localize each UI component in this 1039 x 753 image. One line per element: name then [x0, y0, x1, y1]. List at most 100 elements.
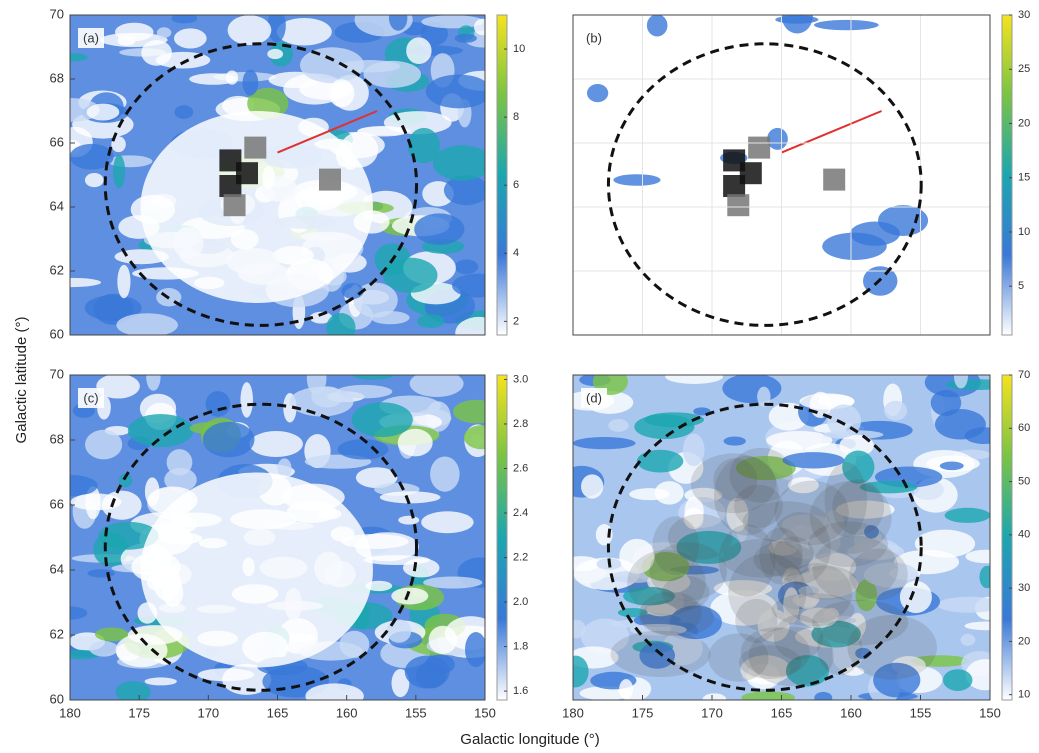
colorbar-tick-label: 50	[1018, 475, 1030, 487]
texture	[146, 363, 160, 390]
texture	[823, 169, 845, 191]
texture	[414, 213, 464, 245]
texture	[703, 693, 726, 704]
texture	[421, 511, 473, 533]
x-tick-label: 165	[771, 705, 793, 720]
panel-label: (d)	[586, 390, 602, 405]
texture	[884, 401, 907, 421]
texture	[814, 692, 832, 704]
texture	[117, 265, 130, 299]
colorbar-tick-label: 40	[1018, 529, 1030, 541]
texture	[940, 462, 964, 471]
texture	[708, 633, 768, 681]
colorbar-tick-label: 60	[1018, 422, 1030, 434]
texture	[748, 137, 770, 159]
texture	[174, 105, 193, 119]
texture	[426, 74, 492, 108]
texture	[406, 37, 431, 64]
texture	[267, 49, 283, 59]
y-tick-label: 68	[50, 431, 64, 446]
texture	[141, 473, 373, 668]
panel-label: (c)	[83, 390, 98, 405]
x-tick-label: 175	[128, 705, 150, 720]
texture	[847, 615, 937, 680]
texture	[613, 174, 660, 186]
texture	[683, 434, 705, 467]
colorbar	[1002, 15, 1012, 335]
y-tick-label: 70	[50, 366, 64, 381]
y-tick-label: 64	[50, 198, 64, 213]
texture	[87, 569, 115, 577]
texture	[198, 668, 255, 681]
texture	[979, 566, 994, 588]
texture	[647, 14, 668, 36]
texture	[722, 373, 781, 403]
texture	[810, 392, 832, 418]
texture	[244, 137, 266, 159]
texture	[464, 425, 501, 449]
colorbar-tick-label: 10	[1018, 689, 1030, 701]
texture	[619, 679, 633, 700]
texture	[581, 474, 603, 498]
y-tick-label: 60	[50, 326, 64, 341]
colorbar-tick-label: 2.8	[513, 418, 528, 430]
x-axis-label: Galactic longitude (°)	[460, 731, 599, 748]
texture	[573, 437, 636, 449]
texture	[723, 175, 745, 197]
x-tick-label: 170	[701, 705, 723, 720]
texture	[167, 449, 193, 475]
texture	[452, 274, 502, 298]
panel-label: (b)	[586, 30, 602, 45]
texture	[219, 175, 241, 197]
x-tick-label: 155	[910, 705, 932, 720]
x-tick-label: 150	[979, 705, 1001, 720]
texture	[398, 429, 433, 457]
texture	[115, 23, 154, 42]
texture	[336, 385, 392, 399]
texture	[403, 558, 440, 577]
texture	[637, 450, 684, 473]
colorbar-tick-label: 30	[1018, 9, 1030, 21]
y-tick-label: 70	[50, 6, 64, 21]
colorbar-tick-label: 1.6	[513, 685, 528, 697]
texture	[326, 313, 355, 342]
colorbar-tick-label: 70	[1018, 369, 1030, 381]
map	[573, 0, 990, 335]
x-tick-label: 175	[632, 705, 654, 720]
texture	[429, 626, 457, 654]
texture	[810, 481, 892, 554]
texture	[113, 155, 125, 189]
texture	[87, 104, 120, 121]
x-tick-label: 160	[336, 705, 358, 720]
colorbar-tick-label: 3.0	[513, 373, 528, 385]
texture	[608, 419, 629, 432]
texture	[85, 430, 122, 460]
texture	[729, 448, 792, 503]
y-tick-label: 62	[50, 626, 64, 641]
texture	[380, 491, 441, 503]
texture	[417, 314, 445, 328]
colorbar-tick-label: 2.2	[513, 551, 528, 563]
texture	[203, 422, 255, 457]
texture	[145, 677, 177, 685]
colorbar-tick-label: 15	[1018, 172, 1030, 184]
texture	[405, 655, 450, 688]
x-tick-label: 150	[474, 705, 496, 720]
texture	[455, 34, 477, 43]
texture	[339, 60, 401, 72]
y-tick-label: 68	[50, 70, 64, 85]
texture	[228, 15, 272, 45]
texture	[240, 382, 253, 417]
texture	[174, 28, 207, 48]
texture	[814, 20, 879, 30]
texture	[727, 194, 749, 216]
texture	[741, 691, 794, 703]
texture	[44, 475, 98, 497]
texture	[40, 278, 101, 287]
texture	[116, 313, 178, 337]
texture	[243, 70, 259, 96]
texture	[954, 364, 968, 388]
texture	[945, 508, 991, 523]
texture	[268, 9, 286, 43]
colorbar-tick-label: 20	[1018, 635, 1030, 647]
